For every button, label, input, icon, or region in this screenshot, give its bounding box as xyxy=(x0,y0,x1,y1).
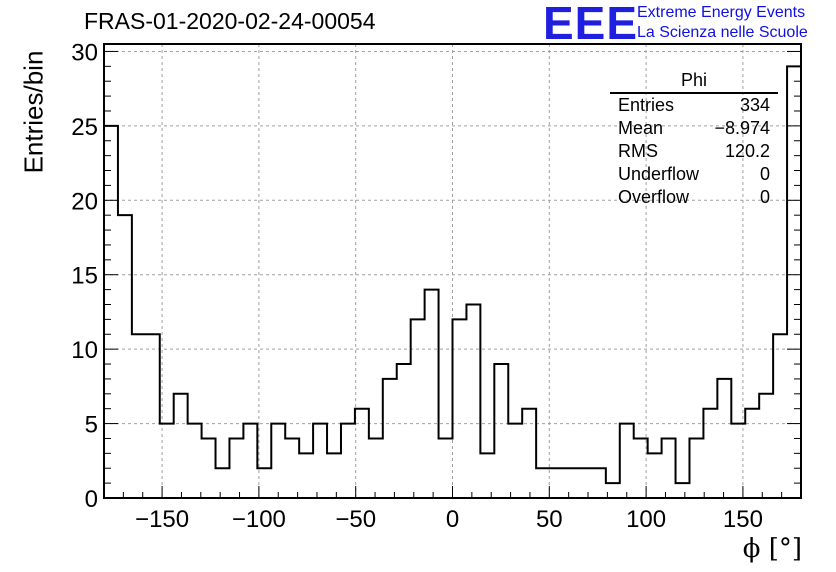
histogram-bin xyxy=(327,453,341,498)
x-tick-label: −150 xyxy=(135,506,189,533)
x-tick-label: −100 xyxy=(232,506,286,533)
x-tick-label: 50 xyxy=(536,506,563,533)
stats-title: Phi xyxy=(610,70,778,94)
histogram-bin xyxy=(313,424,327,498)
y-axis-label: Entries/bin xyxy=(18,50,49,174)
histogram-bin xyxy=(676,483,690,498)
x-tick-label: −50 xyxy=(335,506,376,533)
histogram-bin xyxy=(648,453,662,498)
stats-value: 0 xyxy=(759,187,770,207)
stats-value: −8.974 xyxy=(714,118,770,138)
stats-row-entries: Entries 334 xyxy=(610,94,778,117)
histogram-bin xyxy=(411,319,425,498)
y-tick-label: 15 xyxy=(71,263,98,290)
histogram-bin xyxy=(662,438,676,498)
histogram-bin xyxy=(118,215,132,498)
stats-row-underflow: Underflow 0 xyxy=(610,163,778,186)
histogram-bin xyxy=(104,126,118,498)
stats-label: RMS xyxy=(618,141,658,161)
histogram-bin xyxy=(564,468,578,498)
stats-label: Mean xyxy=(618,118,664,138)
logo-line-1: Extreme Energy Events xyxy=(637,4,806,21)
histogram-bin xyxy=(439,438,453,498)
histogram-bin xyxy=(578,468,592,498)
histogram-outline xyxy=(103,65,802,498)
histogram-bin xyxy=(216,468,230,498)
histogram-bin xyxy=(397,364,411,498)
histogram-bin xyxy=(202,438,216,498)
stats-value: 334 xyxy=(739,95,770,115)
histogram-bin xyxy=(536,468,550,498)
histogram-bin xyxy=(243,424,257,498)
histogram-bin xyxy=(146,334,160,498)
histogram-bin xyxy=(355,409,369,498)
stats-row-overflow: Overflow 0 xyxy=(610,186,778,209)
histogram-bin xyxy=(620,424,634,498)
stats-row-rms: RMS 120.2 xyxy=(610,140,778,163)
histogram-bin xyxy=(592,468,606,498)
y-tick-label: 20 xyxy=(71,188,98,215)
histogram-bin xyxy=(383,379,397,498)
histogram-bin xyxy=(508,424,522,498)
histogram-bin xyxy=(425,290,439,498)
x-tick-label: 150 xyxy=(723,506,763,533)
histogram-bin xyxy=(703,409,717,498)
stats-label: Entries xyxy=(618,95,675,115)
histogram-bin xyxy=(132,334,146,498)
y-tick-label: 5 xyxy=(85,412,98,439)
histogram-bin xyxy=(787,66,801,498)
y-tick-label: 25 xyxy=(71,114,98,141)
histogram-bin xyxy=(369,438,383,498)
histogram-bin xyxy=(341,424,355,498)
stats-label: Overflow xyxy=(618,187,690,207)
y-tick-label: 0 xyxy=(85,486,98,513)
histogram-bin xyxy=(494,364,508,498)
histogram-bin xyxy=(550,468,564,498)
stats-label: Underflow xyxy=(618,164,700,184)
chart-title: FRAS-01-2020-02-24-00054 xyxy=(84,8,376,34)
x-tick-label: 0 xyxy=(446,506,459,533)
histogram-bin xyxy=(174,394,188,498)
histogram-bin xyxy=(606,483,620,498)
stats-row-mean: Mean −8.974 xyxy=(610,117,778,140)
histogram-bin xyxy=(522,409,536,498)
y-tick-label: 10 xyxy=(71,337,98,364)
histogram-bin xyxy=(453,319,467,498)
histogram-bin xyxy=(466,304,480,498)
histogram-bin xyxy=(634,438,648,498)
histogram-bin xyxy=(759,394,773,498)
eee-logo: EEE xyxy=(543,0,639,49)
histogram-bin xyxy=(745,409,759,498)
histogram-bin xyxy=(188,424,202,498)
histogram-bin xyxy=(299,453,313,498)
x-tick-label: 100 xyxy=(626,506,666,533)
logo-line-2: La Scienza nelle Scuole xyxy=(637,24,808,41)
x-axis-label: ϕ [°] xyxy=(742,534,802,564)
histogram-bin xyxy=(773,334,787,498)
histogram-bin xyxy=(480,453,494,498)
histogram-bin xyxy=(229,438,243,498)
histogram-bin xyxy=(271,424,285,498)
stats-box: Phi Entries 334 Mean −8.974 RMS 120.2 Un… xyxy=(610,70,778,209)
stats-value: 120.2 xyxy=(724,141,770,161)
histogram-bin xyxy=(689,438,703,498)
histogram-bin xyxy=(257,468,271,498)
y-tick-label: 30 xyxy=(71,39,98,66)
histogram-bin xyxy=(285,438,299,498)
histogram-bin xyxy=(717,379,731,498)
stats-value: 0 xyxy=(759,164,770,184)
